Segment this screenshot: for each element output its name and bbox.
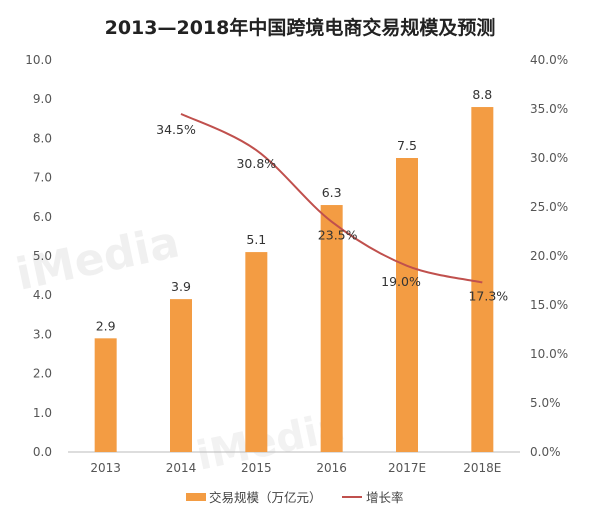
line-data-label: 23.5% [318, 228, 358, 243]
y-left-tick-label: 10.0 [25, 53, 52, 67]
y-left-tick-label: 4.0 [33, 288, 52, 302]
x-tick-label: 2016 [316, 461, 347, 475]
y-left-tick-label: 0.0 [33, 445, 52, 459]
y-left-tick-label: 8.0 [33, 131, 52, 145]
x-tick-label: 2018E [463, 461, 501, 475]
axes: 0.0 1.0 2.0 3.0 4.0 5.0 6.0 7.0 8.0 9.0 10.0 0.0% 5.… [25, 53, 568, 475]
bar [170, 299, 192, 452]
bar-data-label: 2.9 [96, 318, 116, 333]
y-right-tick-label: 40.0% [530, 53, 568, 67]
bar-data-label: 5.1 [246, 232, 266, 247]
bar [396, 158, 418, 452]
legend-bar-swatch [186, 493, 206, 501]
line-data-label: 19.0% [381, 274, 421, 289]
bar [471, 107, 494, 452]
x-tick-label: 2017E [388, 461, 426, 475]
legend-line-label: 增长率 [366, 490, 404, 505]
bars: 2.9 3.9 5.1 6.3 7.5 8.8 [94, 87, 494, 452]
growth-line: 34.5% 30.8% 23.5% 19.0% 17.3% [156, 112, 508, 303]
y-right-tick-label: 0.0% [530, 445, 561, 459]
growth-line-path [180, 112, 483, 284]
line-data-label: 30.8% [236, 156, 276, 171]
x-tick-label: 2014 [166, 461, 197, 475]
bar-data-label: 3.9 [171, 279, 191, 294]
bar-data-label: 6.3 [322, 185, 342, 200]
y-right-tick-label: 10.0% [530, 347, 568, 361]
bar-data-label: 8.8 [472, 87, 492, 102]
y-right-tick-label: 30.0% [530, 151, 568, 165]
bar [320, 205, 343, 452]
y-left-tick-label: 6.0 [33, 210, 52, 224]
y-right-tick-label: 15.0% [530, 298, 568, 312]
y-right-tick-label: 5.0% [530, 396, 561, 410]
x-tick-label: 2015 [241, 461, 272, 475]
y-left-tick-label: 5.0 [33, 249, 52, 263]
bar [245, 252, 268, 452]
bar [94, 338, 117, 452]
x-tick-label: 2013 [90, 461, 121, 475]
y-right-tick-label: 25.0% [530, 200, 568, 214]
legend: 交易规模（万亿元） 增长率 [186, 490, 404, 505]
chart-title: 2013—2018年中国跨境电商交易规模及预测 [105, 16, 496, 39]
y-left-tick-label: 7.0 [33, 171, 52, 185]
y-left-tick-label: 2.0 [33, 367, 52, 381]
line-data-label: 34.5% [156, 122, 196, 137]
y-left-tick-label: 1.0 [33, 406, 52, 420]
bar-data-label: 7.5 [397, 138, 417, 153]
line-data-label: 17.3% [468, 288, 508, 303]
legend-bar-label: 交易规模（万亿元） [209, 490, 322, 505]
y-left-tick-label: 3.0 [33, 327, 52, 341]
y-right-tick-label: 20.0% [530, 249, 568, 263]
y-right-tick-label: 35.0% [530, 102, 568, 116]
y-left-tick-label: 9.0 [33, 92, 52, 106]
